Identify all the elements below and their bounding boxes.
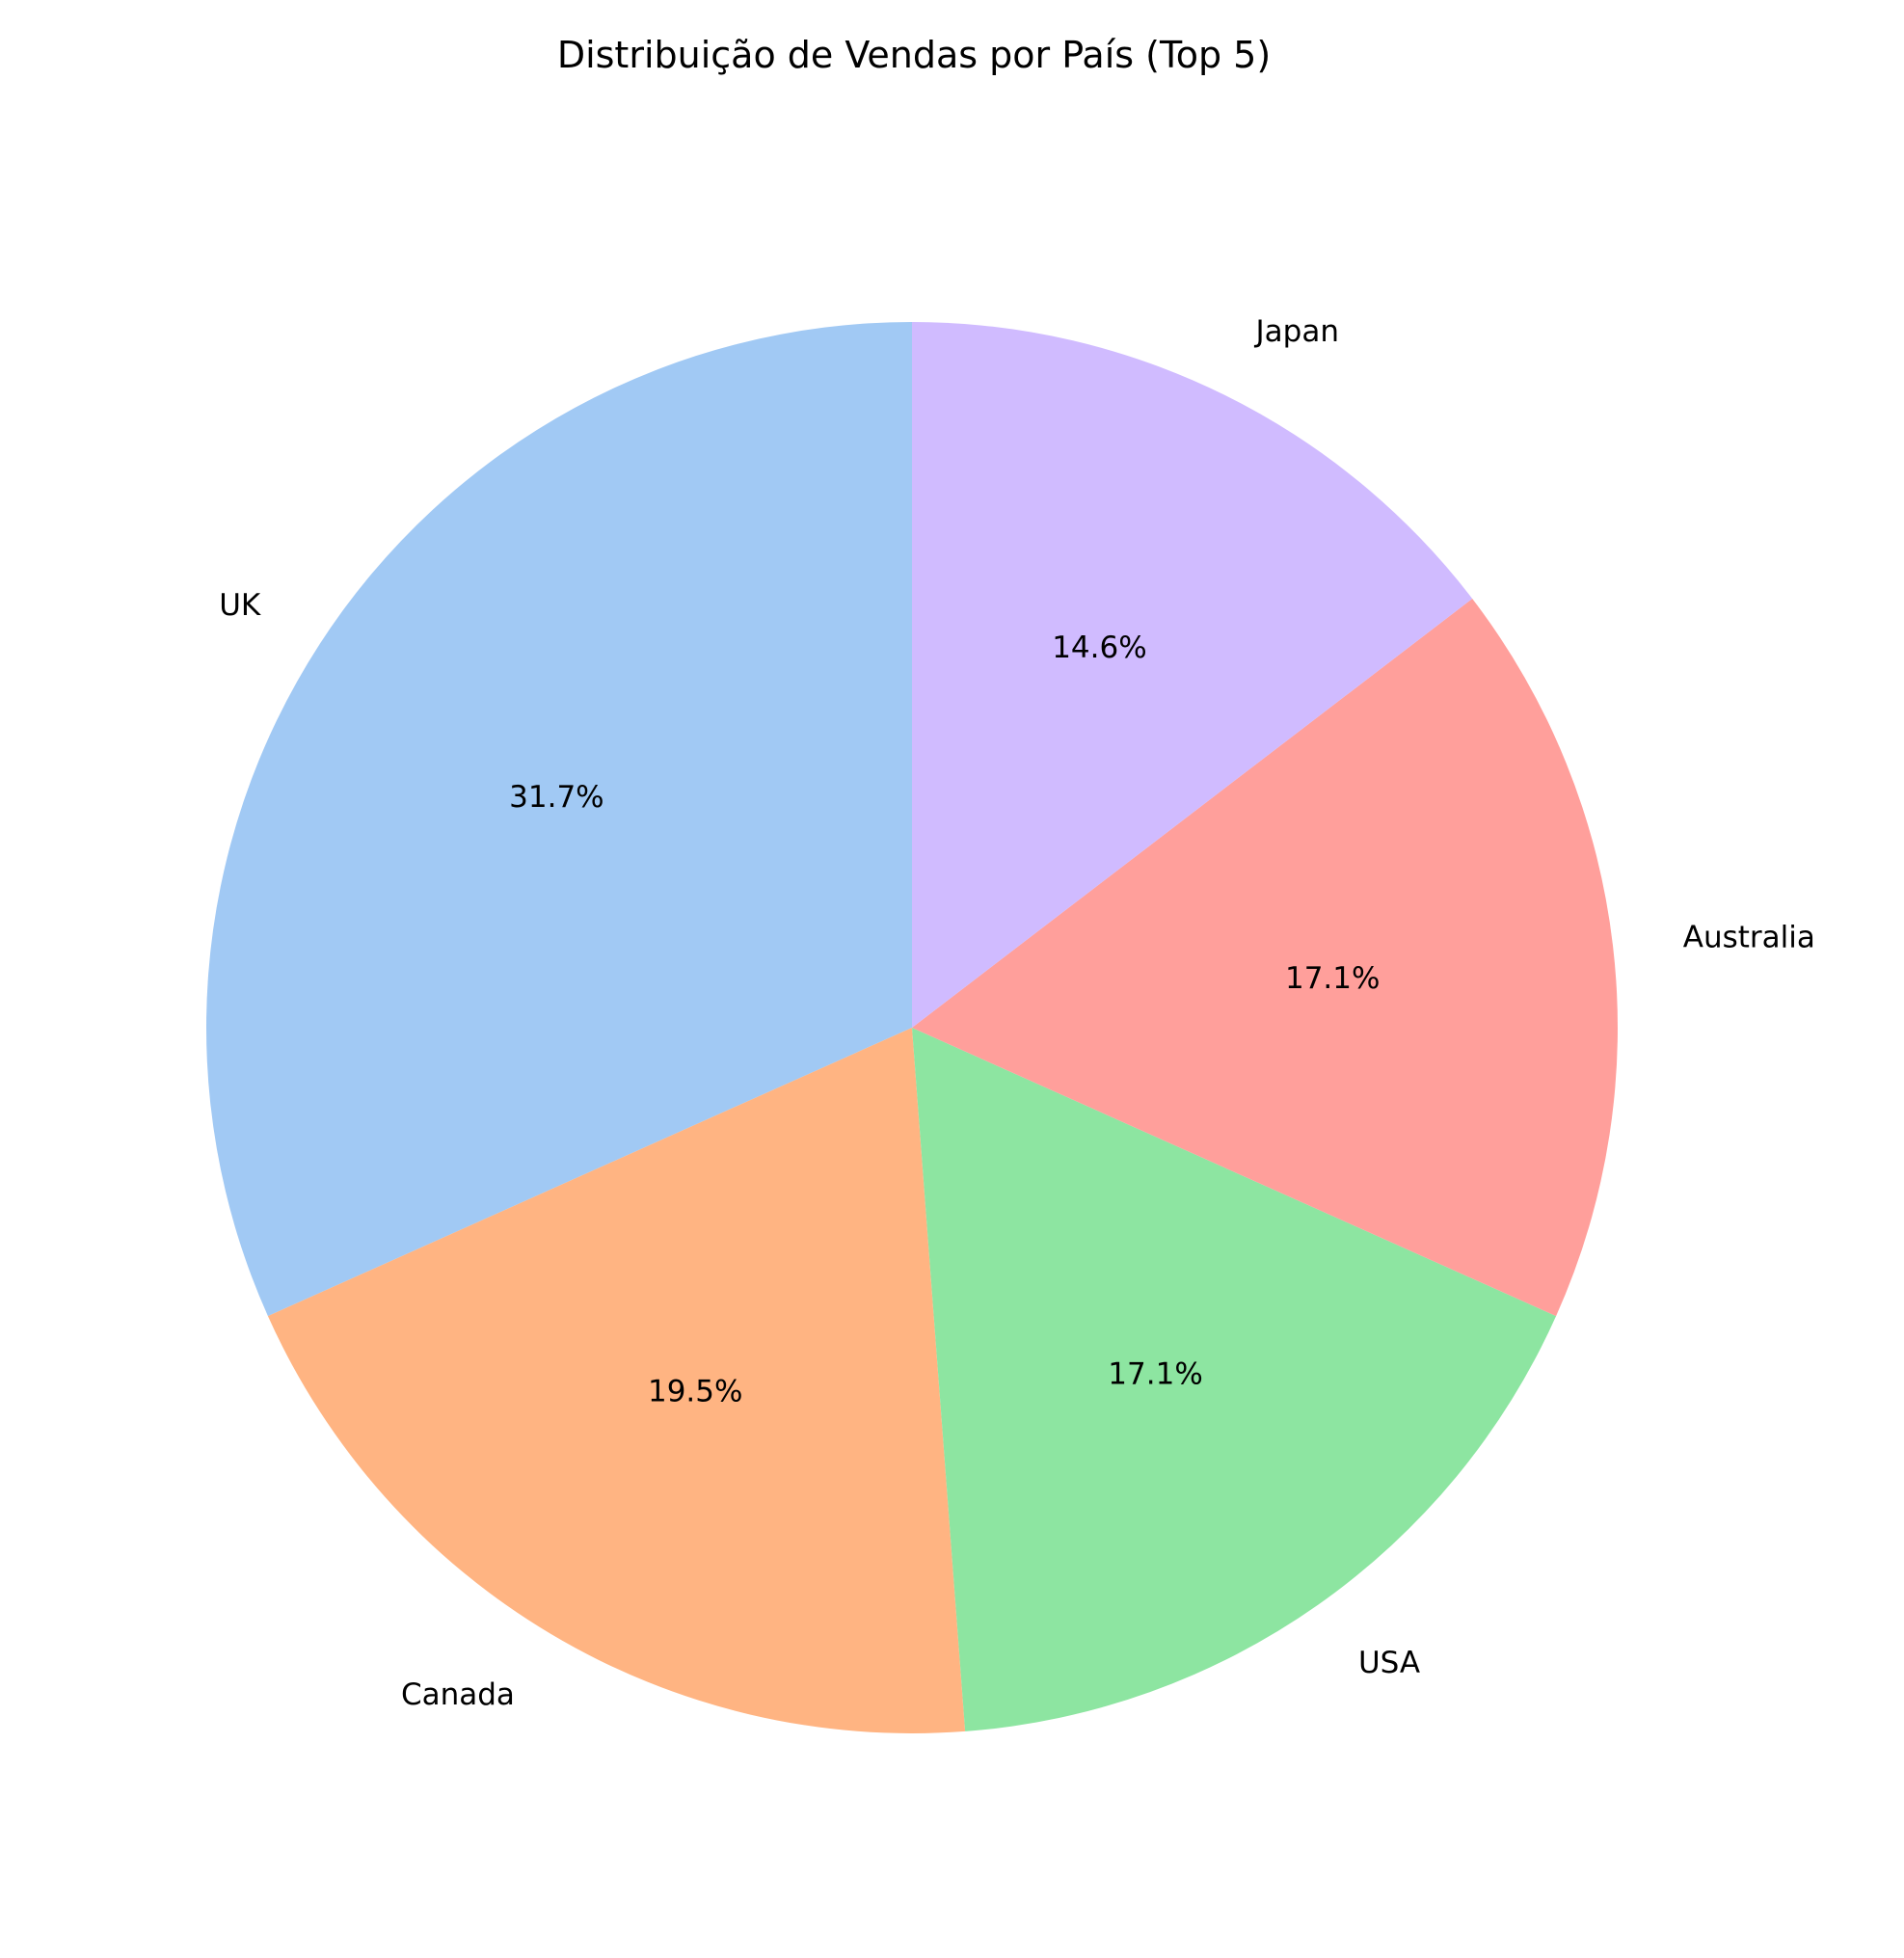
pie-slice-australia xyxy=(912,599,1618,1317)
slice-label-uk: UK xyxy=(219,588,261,623)
pie-slice-canada xyxy=(267,1028,966,1733)
pie-slice-japan xyxy=(912,322,1473,1028)
slice-label-canada: Canada xyxy=(401,1677,515,1712)
pct-label-uk: 31.7% xyxy=(509,780,603,815)
pie-slice-uk xyxy=(206,322,912,1317)
slice-label-usa: USA xyxy=(1358,1646,1420,1680)
pie-slice-usa xyxy=(912,1028,1557,1731)
slice-labels: UK Canada USA Australia Japan xyxy=(219,314,1815,1712)
chart-title: Distribuição de Vendas por País (Top 5) xyxy=(557,34,1271,76)
slice-label-australia: Australia xyxy=(1683,921,1815,955)
slice-label-japan: Japan xyxy=(1254,314,1339,349)
pct-label-japan: 14.6% xyxy=(1052,630,1146,665)
pct-label-australia: 17.1% xyxy=(1285,961,1380,996)
pie-slices xyxy=(206,322,1618,1733)
percentage-labels: 31.7% 19.5% 17.1% 17.1% 14.6% xyxy=(509,630,1380,1408)
pct-label-usa: 17.1% xyxy=(1108,1356,1202,1391)
pct-label-canada: 19.5% xyxy=(648,1374,742,1408)
